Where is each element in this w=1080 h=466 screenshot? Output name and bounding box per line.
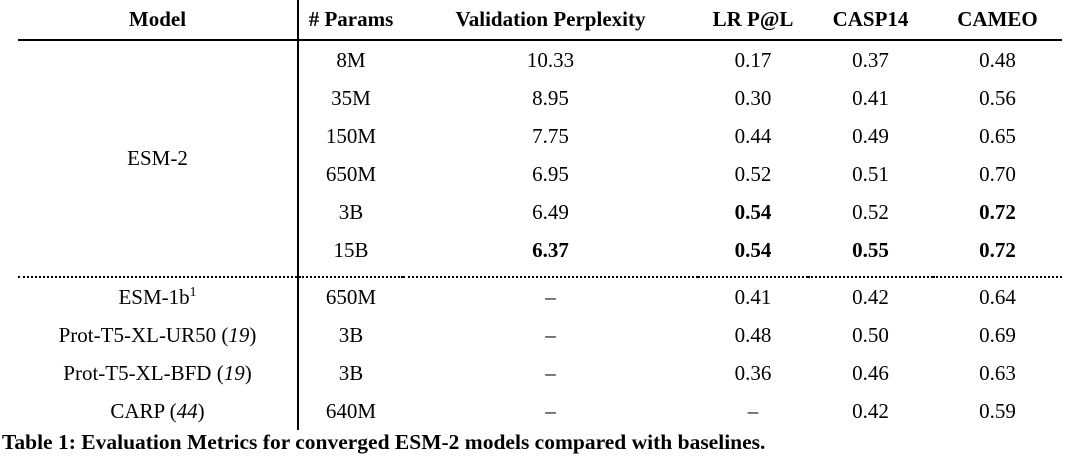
lr-p-at-l-cell: – [747,398,759,423]
model-name: Prot-T5-XL-UR50 ( [58,322,229,347]
cameo-cell: 0.48 [979,47,1016,72]
model-citation-ref: 19 [228,322,250,347]
table-header-row: Model # Params Validation Perplexity LR … [18,0,1062,41]
model-name-suffix: ) [244,360,252,385]
params-cell: 3B [338,199,364,224]
column-header-cameo: CAMEO [933,0,1062,41]
params-cell: 650M [325,161,377,186]
column-header-params: # Params [298,0,403,41]
model-cell: CARP (44) [18,392,299,430]
model-name-suffix: ) [249,322,257,347]
table-row-esm2-8m: ESM-2 8M 10.33 0.17 0.37 0.48 [18,40,1062,278]
column-header-validation-perplexity: Validation Perplexity [403,0,698,41]
params-cell: 8M [336,47,366,72]
cameo-cell: 0.70 [979,161,1016,186]
table-row-esm1b: ESM-1b1 650M – 0.41 0.42 0.64 [18,277,1062,316]
table-row-esm2-15b: 15B 6.37 0.54 0.55 0.72 [18,231,1062,278]
perplexity-cell: 10.33 [526,47,575,72]
lr-p-at-l-cell: 0.48 [734,322,772,347]
model-name: Prot-T5-XL-BFD ( [63,360,224,385]
params-cell: 650M [325,284,377,309]
table-row-esm2-650m: 650M 6.95 0.52 0.51 0.70 [18,155,1062,193]
cameo-cell: 0.69 [979,322,1016,347]
cameo-cell: 0.56 [979,85,1016,110]
column-header-casp14: CASP14 [808,0,933,41]
params-cell: 35M [331,85,371,110]
model-cell: Prot-T5-XL-BFD (19) [18,354,299,392]
casp14-cell: 0.42 [852,398,889,423]
table-row-prot-t5-xl-ur50: Prot-T5-XL-UR50 (19) 3B – 0.48 0.50 0.69 [18,316,1062,354]
lr-p-at-l-cell: 0.36 [734,360,772,385]
perplexity-cell: 6.37 [403,231,698,278]
table-row-prot-t5-xl-bfd: Prot-T5-XL-BFD (19) 3B – 0.36 0.46 0.63 [18,354,1062,392]
model-group-cell-esm2: ESM-2 [18,40,299,278]
casp14-cell: 0.55 [808,231,933,278]
model-citation-ref: 19 [223,360,245,385]
perplexity-cell: 8.95 [532,85,569,110]
lr-p-at-l-cell: 0.54 [698,231,808,278]
model-footnote-superscript: 1 [189,283,197,299]
casp14-cell: 0.49 [852,123,889,148]
casp14-cell: 0.46 [852,360,889,385]
perplexity-cell: 6.49 [532,199,569,224]
cameo-cell: 0.65 [979,123,1016,148]
casp14-cell: 0.51 [852,161,889,186]
casp14-cell: 0.41 [852,85,889,110]
casp14-cell: 0.37 [852,47,889,72]
column-header-model: Model [18,0,299,41]
perplexity-cell: – [545,284,556,309]
cameo-cell: 0.72 [979,199,1016,224]
model-name: CARP ( [110,398,177,423]
lr-p-at-l-cell: 0.52 [734,161,772,186]
casp14-cell: 0.50 [852,322,889,347]
lr-p-at-l-cell: 0.41 [734,284,772,309]
params-cell: 3B [338,322,364,347]
table-row-carp: CARP (44) 640M – – 0.42 0.59 [18,392,1062,430]
params-cell: 3B [338,360,364,385]
table-row-esm2-150m: 150M 7.75 0.44 0.49 0.65 [18,117,1062,155]
perplexity-cell: 7.75 [532,123,569,148]
params-cell: 640M [325,398,377,423]
params-cell: 15B [298,231,403,278]
perplexity-cell: 6.95 [532,161,569,186]
casp14-cell: 0.52 [852,199,889,224]
model-cell: ESM-1b1 [18,277,299,316]
model-cell: Prot-T5-XL-UR50 (19) [18,316,299,354]
table-row-esm2-35m: 35M 8.95 0.30 0.41 0.56 [18,79,1062,117]
cameo-cell: 0.59 [979,398,1016,423]
lr-p-at-l-cell: 0.54 [734,199,772,224]
evaluation-metrics-table: Model # Params Validation Perplexity LR … [18,0,1062,430]
perplexity-cell: – [545,398,556,423]
lr-p-at-l-cell: 0.44 [734,123,772,148]
lr-p-at-l-cell: 0.17 [734,47,772,72]
table-row-esm2-3b: 3B 6.49 0.54 0.52 0.72 [18,193,1062,231]
perplexity-cell: – [545,360,556,385]
column-header-lr-p-at-l: LR P@L [698,0,808,41]
perplexity-cell: – [545,322,556,347]
casp14-cell: 0.42 [852,284,889,309]
lr-p-at-l-cell: 0.30 [734,85,772,110]
table-caption: Table 1: Evaluation Metrics for converge… [2,430,766,454]
cameo-cell: 0.64 [979,284,1016,309]
model-citation-ref: 44 [176,398,198,423]
model-name-suffix: ) [197,398,205,423]
model-name: ESM-1b [118,284,190,309]
cameo-cell: 0.72 [933,231,1062,278]
cameo-cell: 0.63 [979,360,1016,385]
params-cell: 150M [325,123,377,148]
